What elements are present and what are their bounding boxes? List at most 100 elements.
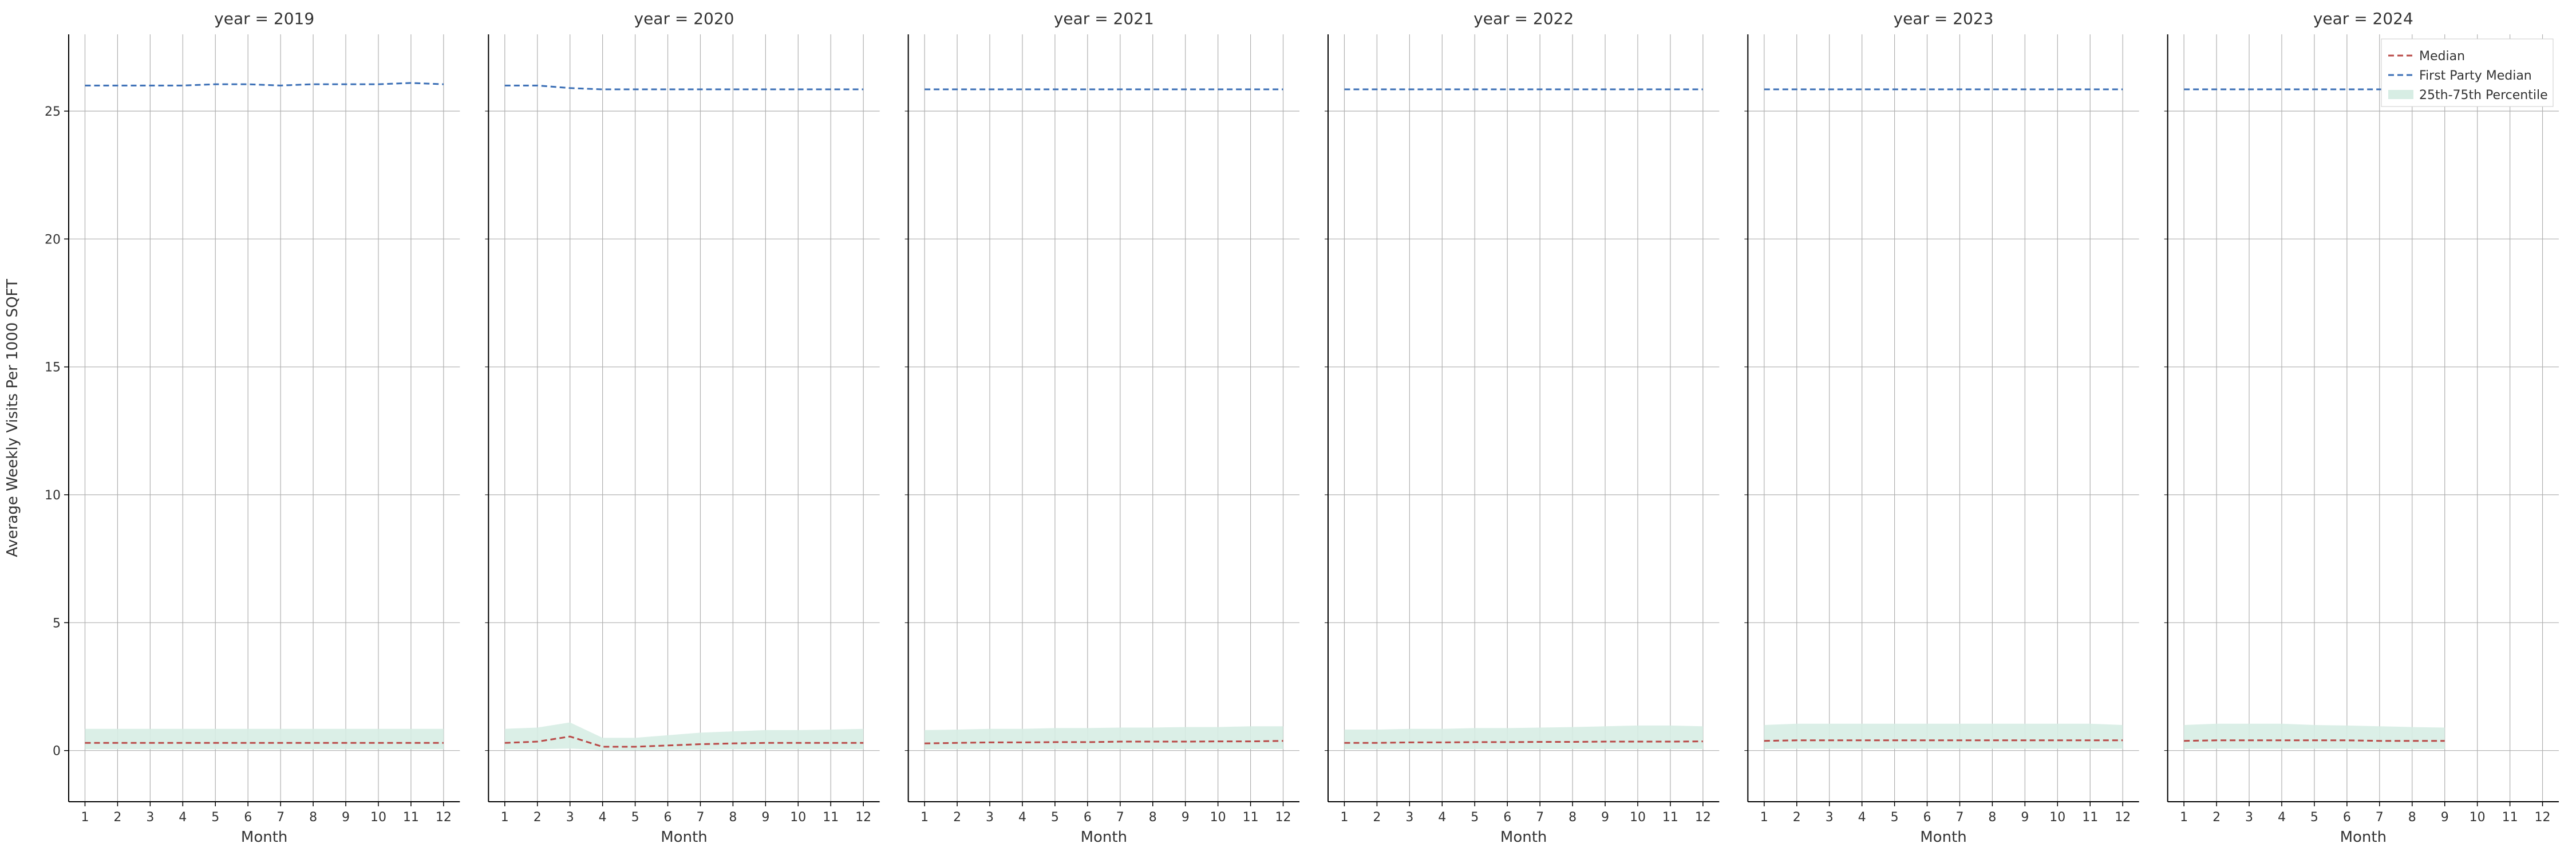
x-tick-label: 3: [2245, 810, 2253, 825]
median-line: [2184, 740, 2445, 741]
x-tick-label: 8: [309, 810, 317, 825]
percentile-band: [924, 726, 1283, 749]
percentile-band: [505, 723, 863, 750]
x-axis-label: Month: [1081, 829, 1128, 846]
first_party_median-line: [85, 83, 443, 85]
x-tick-label: 1: [81, 810, 89, 825]
x-tick-label: 2: [534, 810, 542, 825]
x-tick-label: 8: [1149, 810, 1157, 825]
panel-title: year = 2021: [1054, 9, 1154, 28]
x-tick-label: 5: [2310, 810, 2318, 825]
x-tick-label: 5: [1891, 810, 1899, 825]
x-tick-label: 9: [2021, 810, 2029, 825]
x-tick-label: 7: [276, 810, 285, 825]
percentile-band: [2184, 724, 2445, 749]
x-tick-label: 6: [244, 810, 252, 825]
y-tick-label: 5: [53, 616, 61, 631]
x-tick-label: 9: [761, 810, 769, 825]
x-tick-label: 12: [1275, 810, 1291, 825]
y-tick-label: 10: [45, 488, 61, 503]
x-tick-label: 10: [2470, 810, 2486, 825]
x-tick-label: 11: [823, 810, 839, 825]
panel-title: year = 2023: [1894, 9, 1994, 28]
y-tick-label: 15: [45, 361, 61, 375]
x-tick-label: 12: [1695, 810, 1711, 825]
x-tick-label: 8: [1568, 810, 1577, 825]
y-tick-label: 25: [45, 105, 61, 119]
x-tick-label: 7: [1536, 810, 1544, 825]
panel-2: 123456789101112Monthyear = 2021: [905, 9, 1299, 846]
x-tick-label: 1: [1760, 810, 1768, 825]
x-tick-label: 3: [146, 810, 154, 825]
x-tick-label: 11: [2502, 810, 2518, 825]
x-tick-label: 5: [211, 810, 219, 825]
x-tick-label: 10: [1630, 810, 1646, 825]
x-tick-label: 6: [1084, 810, 1092, 825]
x-tick-label: 5: [1051, 810, 1059, 825]
x-tick-label: 4: [1858, 810, 1866, 825]
x-tick-label: 11: [2082, 810, 2098, 825]
y-tick-label: 0: [53, 744, 61, 759]
percentile-band: [1764, 724, 2123, 749]
x-tick-label: 1: [1340, 810, 1348, 825]
x-tick-label: 8: [729, 810, 737, 825]
panel-1: 123456789101112Monthyear = 2020: [485, 9, 879, 846]
x-tick-label: 7: [1116, 810, 1124, 825]
x-tick-label: 4: [2278, 810, 2286, 825]
x-tick-label: 6: [664, 810, 672, 825]
panel-title: year = 2022: [1473, 9, 1574, 28]
x-tick-label: 11: [403, 810, 419, 825]
x-tick-label: 3: [566, 810, 574, 825]
x-tick-label: 3: [1826, 810, 1834, 825]
x-axis-label: Month: [241, 829, 288, 846]
x-tick-label: 9: [1601, 810, 1609, 825]
x-tick-label: 1: [501, 810, 509, 825]
x-tick-label: 2: [1373, 810, 1381, 825]
x-tick-label: 1: [920, 810, 929, 825]
x-tick-label: 9: [1182, 810, 1190, 825]
x-tick-label: 4: [179, 810, 187, 825]
x-tick-label: 10: [790, 810, 806, 825]
x-tick-label: 7: [1955, 810, 1963, 825]
x-tick-label: 4: [1438, 810, 1446, 825]
x-tick-label: 12: [2535, 810, 2551, 825]
x-tick-label: 3: [1405, 810, 1413, 825]
x-axis-label: Month: [661, 829, 708, 846]
panel-3: 123456789101112Monthyear = 2022: [1325, 9, 1719, 846]
x-tick-label: 10: [370, 810, 386, 825]
x-tick-label: 12: [436, 810, 452, 825]
x-tick-label: 2: [113, 810, 121, 825]
x-tick-label: 11: [1243, 810, 1259, 825]
x-tick-label: 11: [1662, 810, 1678, 825]
x-axis-label: Month: [1920, 829, 1967, 846]
x-tick-label: 2: [1793, 810, 1801, 825]
x-tick-label: 12: [2115, 810, 2131, 825]
percentile-band: [85, 729, 443, 750]
panel-title: year = 2020: [634, 9, 734, 28]
legend-item-label: 25th-75th Percentile: [2419, 88, 2548, 103]
panel-4: 123456789101112Monthyear = 2023: [1744, 9, 2139, 846]
legend: MedianFirst Party Median25th-75th Percen…: [2381, 39, 2553, 107]
x-tick-label: 7: [2376, 810, 2384, 825]
panel-title: year = 2019: [214, 9, 314, 28]
x-tick-label: 9: [342, 810, 350, 825]
panel-0: 1234567891011120510152025Monthyear = 201…: [45, 9, 460, 846]
x-tick-label: 4: [599, 810, 607, 825]
x-tick-label: 4: [1018, 810, 1026, 825]
x-tick-label: 7: [696, 810, 704, 825]
y-tick-label: 20: [45, 233, 61, 247]
x-axis-label: Month: [2340, 829, 2387, 846]
x-tick-label: 10: [2049, 810, 2065, 825]
x-tick-label: 9: [2441, 810, 2449, 825]
chart-svg: Average Weekly Visits Per 1000 SQFT12345…: [0, 0, 2576, 859]
x-tick-label: 3: [986, 810, 994, 825]
x-tick-label: 6: [2343, 810, 2351, 825]
x-tick-label: 5: [1471, 810, 1479, 825]
legend-item-label: First Party Median: [2419, 69, 2532, 83]
x-tick-label: 6: [1503, 810, 1511, 825]
x-tick-label: 2: [2212, 810, 2221, 825]
chart-wrapper: Average Weekly Visits Per 1000 SQFT12345…: [0, 0, 2576, 859]
x-tick-label: 8: [1988, 810, 1996, 825]
percentile-band: [1344, 726, 1702, 750]
panel-5: 123456789101112Monthyear = 2024: [2164, 9, 2559, 846]
